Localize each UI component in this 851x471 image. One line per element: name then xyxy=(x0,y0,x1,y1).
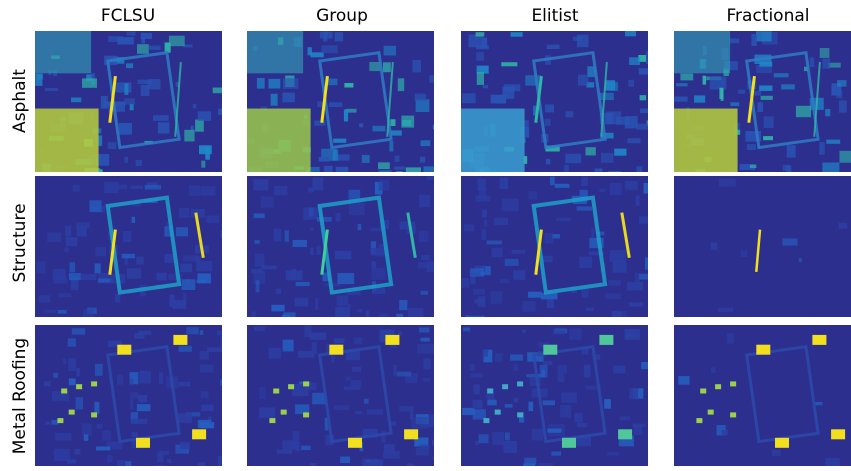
column-title-fclsu: FCLSU xyxy=(28,6,228,26)
panel-metal-roofing-fclsu xyxy=(35,325,222,466)
panel-structure-elitist xyxy=(461,176,648,317)
panel-asphalt-fclsu xyxy=(35,31,222,172)
row-label-structure: Structure xyxy=(10,168,30,318)
column-title-elitist: Elitist xyxy=(455,6,655,26)
row-label-asphalt: Asphalt xyxy=(10,26,30,176)
panel-metal-roofing-fractional xyxy=(674,325,851,466)
panel-structure-fclsu xyxy=(35,176,222,317)
panel-metal-roofing-group xyxy=(247,325,434,466)
panel-asphalt-elitist xyxy=(461,31,648,172)
column-title-group: Group xyxy=(242,6,442,26)
panel-structure-fractional xyxy=(674,176,851,317)
panel-metal-roofing-elitist xyxy=(461,325,648,466)
row-label-metal-roofing: Metal Roofing xyxy=(10,321,30,471)
panel-asphalt-fractional xyxy=(674,31,851,172)
column-title-fractional: Fractional xyxy=(668,6,851,26)
panel-asphalt-group xyxy=(247,31,434,172)
panel-structure-group xyxy=(247,176,434,317)
